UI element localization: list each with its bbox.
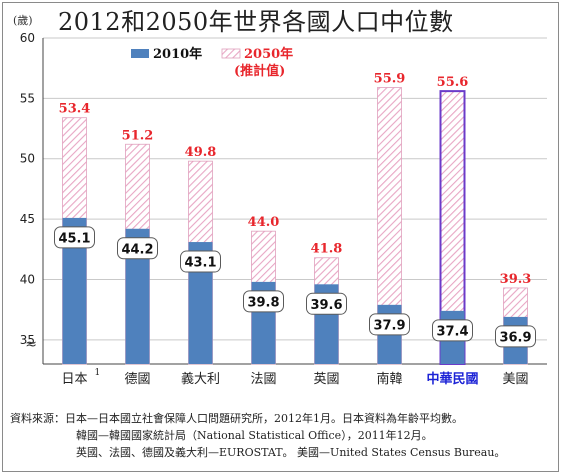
value-box-2010	[117, 237, 158, 260]
y-tick-label: 35	[20, 333, 35, 347]
y-tick-label: 45	[20, 212, 35, 226]
category-label: 中華民國	[426, 371, 478, 387]
category-label: 英國	[313, 372, 339, 387]
value-box-2010	[369, 313, 410, 336]
source-line-3: 英國、法國、德國及義大利—EUROSTAT。 美國—United States …	[76, 446, 506, 459]
category-label: 南韓	[376, 371, 402, 387]
category-label: 德國	[124, 372, 150, 387]
value-label-2050: 44.0	[248, 215, 280, 230]
value-box-2010	[54, 226, 95, 249]
value-box-2010	[306, 292, 347, 315]
value-label-2050: 55.6	[437, 75, 469, 90]
value-label-2010: 44.2	[121, 242, 153, 257]
axis-break-symbol: ≈	[25, 336, 37, 352]
category-label: 義大利	[181, 371, 220, 387]
value-label-2010: 45.1	[58, 231, 90, 246]
value-label-2050: 55.9	[374, 72, 406, 87]
value-label-2010: 43.1	[184, 256, 216, 271]
value-label-2010: 39.6	[310, 298, 342, 313]
y-unit-label: (歲)	[13, 14, 33, 27]
value-box-2010	[180, 250, 221, 273]
value-label-2010: 37.9	[373, 318, 405, 333]
value-label-2050: 39.3	[500, 272, 532, 287]
category-label: 日本	[61, 372, 87, 387]
legend-label-2010: 2010年	[153, 46, 202, 62]
value-label-2050: 49.8	[185, 145, 217, 160]
value-label-2010: 36.9	[499, 330, 531, 345]
value-box-2010	[432, 319, 473, 342]
source-line-2: 韓國—韓國國家統計局（National Statistical Office），…	[76, 429, 433, 442]
value-label-2050: 53.4	[59, 102, 91, 117]
value-box-2010	[243, 290, 284, 313]
legend-swatch-2010	[131, 49, 149, 58]
y-tick-label: 40	[20, 272, 35, 286]
category-label: 法國	[250, 372, 276, 387]
legend-label-2050: 2050年	[244, 46, 293, 62]
value-label-2010: 37.4	[436, 324, 468, 339]
source-line-1: 資料來源：日本—日本國立社會保障人口問題研究所，2012年1月。日本資料為年齡平…	[10, 412, 463, 425]
y-tick-label: 50	[20, 152, 35, 166]
category-label: 美國	[502, 372, 528, 387]
legend-label-2050-note: (推計值)	[234, 63, 285, 79]
plot-area	[43, 38, 547, 364]
source-notes: 資料來源：日本—日本國立社會保障人口問題研究所，2012年1月。日本資料為年齡平…	[10, 410, 505, 461]
value-box-2010	[495, 325, 536, 348]
value-label-2050: 41.8	[311, 242, 343, 257]
value-label-2050: 51.2	[122, 128, 154, 143]
category-superscript: 1	[95, 368, 101, 378]
chart-title: 2012和2050年世界各國人口中位數	[58, 8, 454, 36]
value-label-2010: 39.8	[247, 295, 279, 310]
y-tick-label: 55	[20, 91, 35, 105]
legend-swatch-2050	[221, 48, 241, 59]
y-tick-label: 60	[20, 31, 35, 45]
